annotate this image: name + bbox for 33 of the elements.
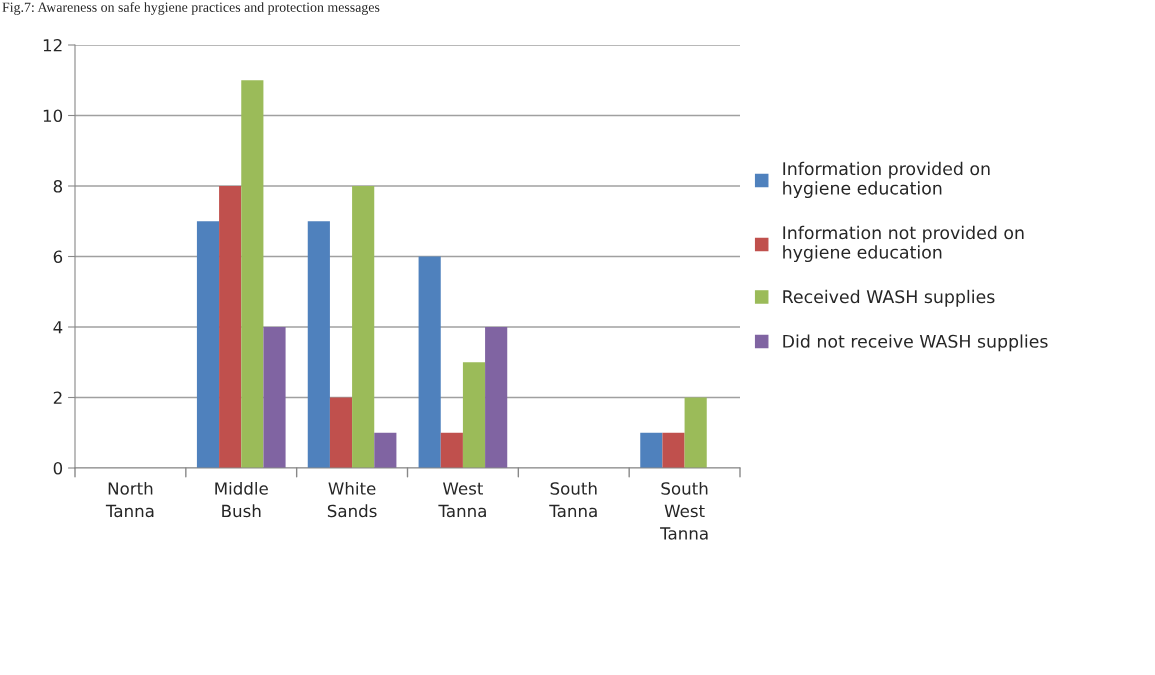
legend-label: Did not receive WASH supplies [783, 334, 1048, 352]
y-tick-label: 10 [43, 109, 63, 123]
bar [418, 256, 441, 468]
bar [329, 397, 353, 468]
x-tick-label: South West Tanna [660, 481, 708, 540]
bar [241, 80, 264, 468]
y-tick-label: 8 [53, 179, 63, 193]
bar [263, 327, 286, 468]
bar [440, 432, 463, 468]
y-tick-label: 4 [53, 321, 63, 334]
x-tick-label: West Tanna [438, 482, 486, 518]
x-tick-label: Middle Bush [215, 481, 268, 518]
bar [196, 221, 220, 468]
x-tick-label: South Tanna [549, 481, 597, 518]
x-tick-label: White Sands [327, 481, 377, 518]
bar [462, 362, 486, 468]
y-tick-label: 12 [43, 38, 62, 52]
legend-label: Received WASH supplies [783, 289, 995, 307]
bar [352, 186, 375, 468]
y-tick-label: 6 [53, 250, 63, 264]
bar [684, 397, 707, 468]
bar [307, 221, 330, 468]
legend-label: Information provided on hygiene education [783, 161, 990, 199]
bar [662, 432, 685, 468]
y-tick-label: 0 [53, 461, 63, 475]
bar [374, 432, 397, 468]
bar [485, 327, 508, 468]
bar [219, 186, 242, 468]
x-tick-label: North Tanna [105, 481, 154, 518]
bar [640, 432, 663, 468]
legend-label: Information not provided on hygiene education [783, 225, 1024, 263]
y-tick-label: 2 [53, 391, 62, 404]
chart-title: Fig.7: Awareness on safe hygiene practices and protection messages [2, 2, 380, 15]
